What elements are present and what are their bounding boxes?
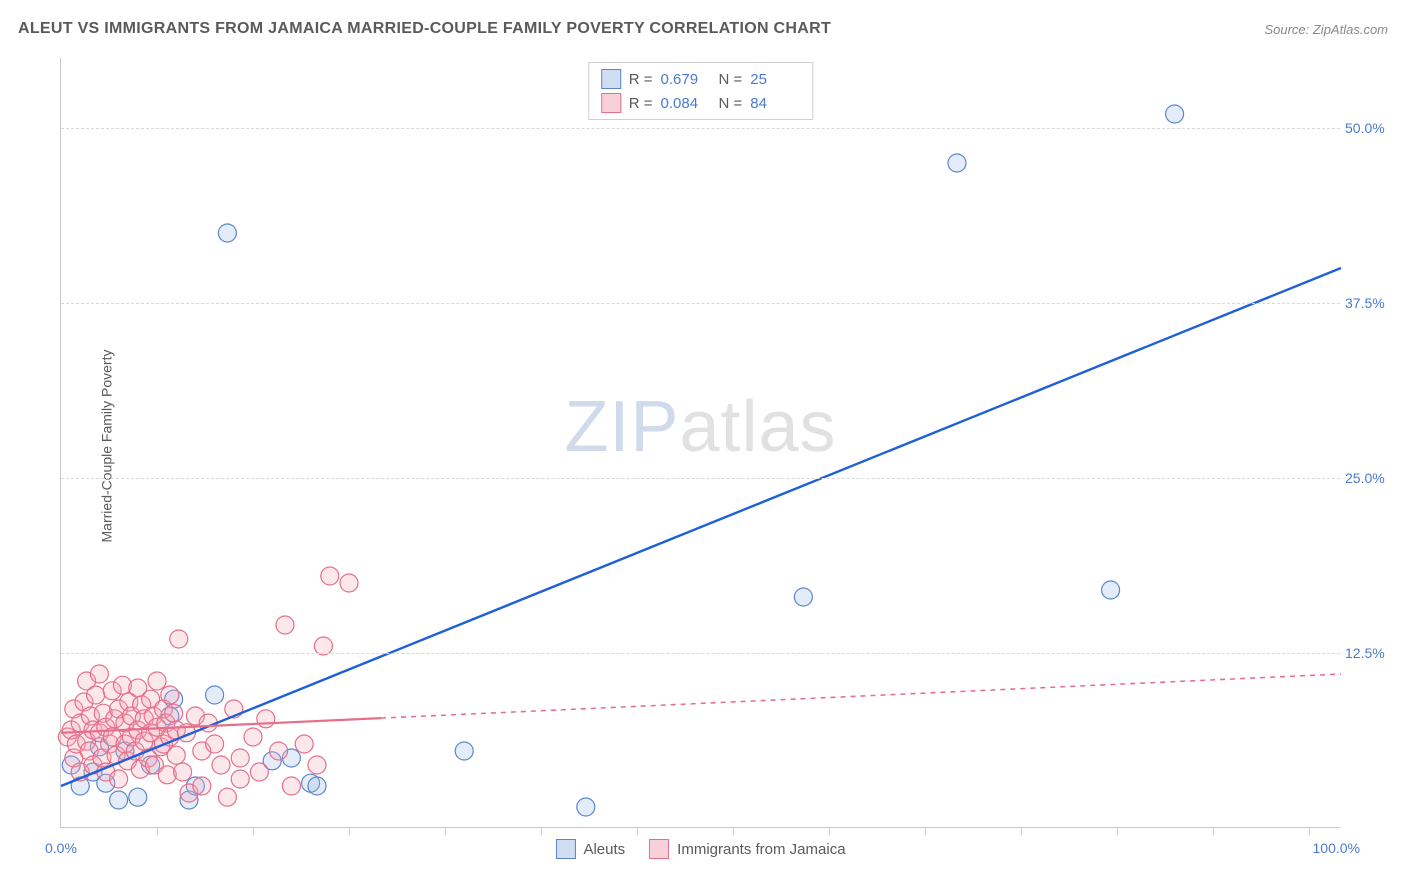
data-point-jamaica [308, 756, 326, 774]
legend-series: Aleuts Immigrants from Jamaica [555, 839, 845, 859]
y-tick-label: 12.5% [1345, 645, 1400, 661]
regression-line-ext-jamaica [381, 674, 1341, 718]
x-tick [1021, 827, 1022, 835]
data-point-aleuts [1102, 581, 1120, 599]
x-axis-min-label: 0.0% [45, 840, 77, 856]
data-point-aleuts [577, 798, 595, 816]
x-tick [1309, 827, 1310, 835]
regression-line-aleuts [61, 268, 1341, 786]
data-point-jamaica [161, 686, 179, 704]
x-tick [157, 827, 158, 835]
data-point-jamaica [340, 574, 358, 592]
data-point-aleuts [308, 777, 326, 795]
plot-area: ZIPatlas R = 0.679 N = 25 R = 0.084 N = … [60, 58, 1340, 828]
data-point-aleuts [218, 224, 236, 242]
x-tick [829, 827, 830, 835]
legend-label-jamaica: Immigrants from Jamaica [677, 841, 845, 858]
gridline-h [61, 653, 1340, 654]
data-point-aleuts [129, 788, 147, 806]
x-tick [349, 827, 350, 835]
data-point-aleuts [794, 588, 812, 606]
data-point-jamaica [270, 742, 288, 760]
x-tick [733, 827, 734, 835]
chart-title: ALEUT VS IMMIGRANTS FROM JAMAICA MARRIED… [18, 20, 831, 38]
data-point-aleuts [206, 686, 224, 704]
x-tick [1213, 827, 1214, 835]
gridline-h [61, 128, 1340, 129]
data-point-jamaica [174, 763, 192, 781]
x-tick [253, 827, 254, 835]
gridline-h [61, 478, 1340, 479]
legend-label-aleuts: Aleuts [583, 841, 625, 858]
x-tick [1117, 827, 1118, 835]
data-point-jamaica [212, 756, 230, 774]
data-point-jamaica [257, 710, 275, 728]
swatch-aleuts-icon [555, 839, 575, 859]
x-tick [637, 827, 638, 835]
data-point-aleuts [1166, 105, 1184, 123]
data-point-jamaica [218, 788, 236, 806]
chart-svg [61, 58, 1340, 827]
data-point-jamaica [321, 567, 339, 585]
x-axis-max-label: 100.0% [1313, 840, 1360, 856]
data-point-jamaica [206, 735, 224, 753]
swatch-jamaica-icon [649, 839, 669, 859]
data-point-aleuts [110, 791, 128, 809]
data-point-jamaica [231, 749, 249, 767]
data-point-jamaica [244, 728, 262, 746]
data-point-jamaica [110, 770, 128, 788]
data-point-aleuts [948, 154, 966, 172]
data-point-jamaica [276, 616, 294, 634]
data-point-jamaica [170, 630, 188, 648]
y-tick-label: 50.0% [1345, 120, 1400, 136]
data-point-jamaica [167, 746, 185, 764]
legend-item-aleuts: Aleuts [555, 839, 625, 859]
data-point-jamaica [165, 704, 183, 722]
data-point-jamaica [250, 763, 268, 781]
data-point-jamaica [295, 735, 313, 753]
legend-item-jamaica: Immigrants from Jamaica [649, 839, 845, 859]
data-point-jamaica [282, 777, 300, 795]
x-tick [445, 827, 446, 835]
x-tick [541, 827, 542, 835]
source-attribution: Source: ZipAtlas.com [1264, 22, 1388, 37]
data-point-jamaica [231, 770, 249, 788]
data-point-aleuts [455, 742, 473, 760]
y-tick-label: 37.5% [1345, 295, 1400, 311]
data-point-jamaica [87, 686, 105, 704]
x-tick [925, 827, 926, 835]
gridline-h [61, 303, 1340, 304]
data-point-jamaica [193, 777, 211, 795]
data-point-jamaica [90, 665, 108, 683]
y-tick-label: 25.0% [1345, 470, 1400, 486]
data-point-jamaica [148, 672, 166, 690]
